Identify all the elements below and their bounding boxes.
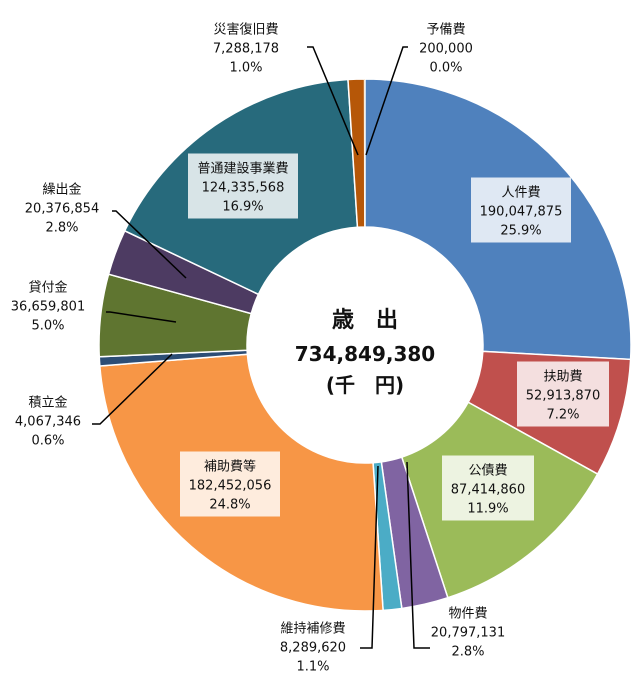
slice-name-6: 補助費等 bbox=[204, 459, 256, 475]
leader-line-5 bbox=[360, 465, 379, 649]
slice-percent-6: 24.8% bbox=[209, 498, 250, 513]
slice-value-10: 124,335,568 bbox=[202, 181, 285, 196]
slice-percent-5: 1.1% bbox=[296, 660, 329, 675]
slice-value-8: 36,659,801 bbox=[11, 300, 85, 315]
slice-percent-3: 11.9% bbox=[467, 502, 508, 517]
label-box-3 bbox=[442, 455, 534, 521]
slice-name-9: 繰出金 bbox=[42, 182, 81, 198]
slice-value-2: 52,913,870 bbox=[526, 389, 600, 404]
label-box-10 bbox=[188, 153, 298, 219]
slice-name-11: 災害復旧費 bbox=[213, 22, 278, 38]
slice-name-5: 維持補修費 bbox=[280, 622, 345, 637]
slice-value-1: 190,047,875 bbox=[480, 205, 563, 220]
slice-value-12: 200,000 bbox=[419, 42, 473, 57]
leader-line-4 bbox=[406, 461, 430, 649]
leader-line-11 bbox=[307, 46, 359, 156]
slice-name-2: 扶助費 bbox=[543, 370, 582, 385]
slice-value-3: 87,414,860 bbox=[451, 483, 525, 498]
slice-percent-12: 0.0% bbox=[429, 61, 462, 76]
slice-value-5: 8,289,620 bbox=[280, 641, 346, 656]
label-box-6 bbox=[180, 451, 280, 517]
slice-name-4: 物件費 bbox=[448, 607, 487, 622]
leader-line-9 bbox=[112, 210, 187, 279]
slice-percent-4: 2.8% bbox=[451, 645, 484, 660]
leader-line-8 bbox=[106, 311, 177, 323]
slice-value-11: 7,288,178 bbox=[213, 42, 279, 57]
slice-percent-2: 7.2% bbox=[546, 408, 579, 423]
label-box-1 bbox=[471, 177, 571, 243]
slice-name-3: 公債費 bbox=[468, 464, 507, 479]
slice-percent-8: 5.0% bbox=[31, 319, 64, 334]
leader-line-7 bbox=[92, 353, 173, 425]
label-box-2 bbox=[517, 361, 609, 427]
slice-percent-9: 2.8% bbox=[45, 221, 78, 236]
leader-line-12 bbox=[365, 46, 408, 156]
center-unit: (千 円) bbox=[326, 373, 404, 397]
slice-name-12: 予備費 bbox=[426, 22, 465, 38]
slice-name-1: 人件費 bbox=[501, 186, 540, 201]
slice-name-8: 貸付金 bbox=[28, 280, 67, 296]
center-title: 歳 出 bbox=[332, 308, 398, 333]
slice-name-7: 積立金 bbox=[28, 395, 67, 411]
slice-value-7: 4,067,346 bbox=[15, 415, 81, 430]
center-total: 734,849,380 bbox=[295, 342, 435, 366]
slice-percent-1: 25.9% bbox=[500, 224, 541, 239]
slice-value-6: 182,452,056 bbox=[189, 479, 272, 494]
slice-percent-11: 1.0% bbox=[229, 61, 262, 76]
slice-name-10: 普通建設事業費 bbox=[197, 161, 288, 177]
slice-percent-10: 16.9% bbox=[222, 200, 263, 215]
slice-value-4: 20,797,131 bbox=[431, 626, 505, 641]
slice-percent-7: 0.6% bbox=[31, 434, 64, 449]
slice-value-9: 20,376,854 bbox=[25, 202, 99, 217]
